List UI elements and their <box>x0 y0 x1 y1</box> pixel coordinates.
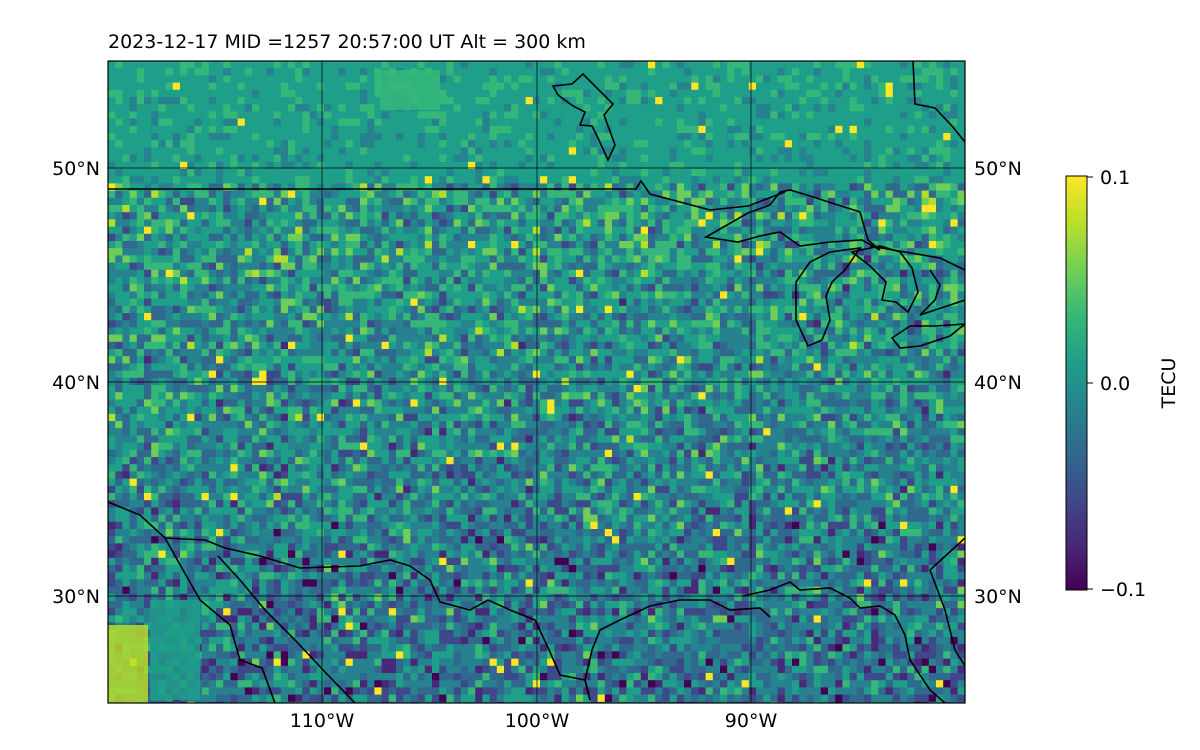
hudson-bay-coast <box>551 72 616 162</box>
map-frame <box>107 60 966 704</box>
colorbar-tick-label-min: −0.1 <box>1100 579 1146 601</box>
us-canada-border <box>108 179 786 211</box>
tec-perturbation-field <box>108 61 965 703</box>
atlantic-coast <box>929 537 965 571</box>
lon-label-90w: 90°W <box>725 710 778 732</box>
lake-erie <box>890 323 965 349</box>
lat-label-40n-left: 40°N <box>52 372 100 394</box>
colorbar <box>1065 175 1088 591</box>
lat-label-40n-right: 40°N <box>974 372 1022 394</box>
baja-coast <box>164 537 276 703</box>
lake-superior <box>703 189 881 251</box>
northeast-coast <box>912 61 965 143</box>
gulf-coast-west <box>584 599 771 701</box>
lat-label-50n-right: 50°N <box>974 158 1022 180</box>
map-panel <box>108 61 965 703</box>
lon-label-110w: 110°W <box>290 710 355 732</box>
us-mexico-border <box>108 501 591 701</box>
ontario-border <box>869 245 965 271</box>
lat-label-30n-left: 30°N <box>52 586 100 608</box>
gulf-of-california-coast <box>217 555 356 703</box>
florida-coast <box>929 569 965 667</box>
graticule <box>108 61 965 703</box>
colorbar-label: TECU <box>1158 358 1180 410</box>
plot-title: 2023-12-17 MID =1257 20:57:00 UT Alt = 3… <box>108 31 586 53</box>
colorbar-tick-label-zero: 0.0 <box>1100 373 1130 395</box>
lat-label-30n-right: 30°N <box>974 586 1022 608</box>
coastlines-and-borders <box>108 61 965 703</box>
lat-label-50n-left: 50°N <box>52 158 100 180</box>
lake-michigan <box>795 246 862 348</box>
colorbar-tick-label-max: 0.1 <box>1100 167 1130 189</box>
great-lakes-east <box>919 269 965 316</box>
gulf-coast-east <box>742 581 946 703</box>
lon-label-100w: 100°W <box>505 710 570 732</box>
